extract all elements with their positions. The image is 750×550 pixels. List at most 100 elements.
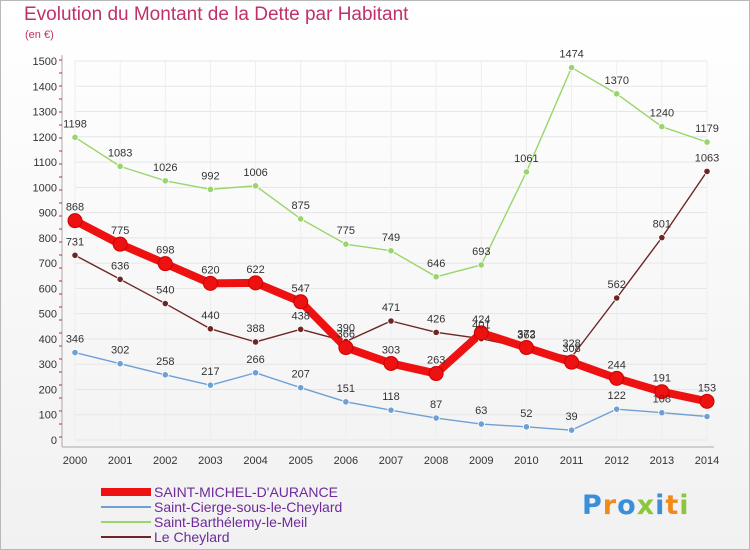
data-label: 992	[201, 170, 219, 182]
data-point	[432, 328, 440, 336]
data-label: 363	[517, 329, 535, 341]
y-tick-label: 100	[39, 410, 57, 422]
data-label: 366	[337, 329, 355, 341]
x-tick-label: 2009	[469, 455, 493, 467]
data-label: 1061	[514, 153, 538, 165]
data-point	[342, 240, 350, 248]
data-label: 118	[382, 391, 400, 403]
data-label: 1474	[559, 49, 583, 61]
x-tick-label: 2008	[424, 455, 448, 467]
data-label: 440	[201, 310, 219, 322]
data-label: 636	[111, 260, 129, 272]
data-point	[202, 275, 218, 291]
data-label: 302	[111, 345, 129, 357]
data-point	[613, 405, 621, 413]
data-label: 401	[472, 320, 490, 332]
data-point	[297, 325, 305, 333]
data-label: 87	[430, 399, 442, 411]
data-label: 191	[653, 373, 671, 385]
data-point	[477, 420, 485, 428]
data-point	[609, 370, 625, 386]
data-label: 875	[292, 200, 310, 212]
data-point	[383, 355, 399, 371]
data-label: 217	[201, 366, 219, 378]
data-label: 1179	[695, 123, 719, 135]
data-label: 151	[337, 383, 355, 395]
logo-letter: i	[679, 490, 690, 521]
x-tick-label: 2002	[153, 455, 177, 467]
data-label: 1198	[63, 118, 87, 130]
data-point	[161, 299, 169, 308]
legend-label: Saint-Cierge-sous-le-Cheylard	[154, 499, 342, 515]
data-point	[71, 133, 79, 141]
data-label: 122	[608, 390, 626, 402]
legend-label: Saint-Barthélemy-le-Meil	[154, 514, 307, 530]
data-label: 426	[427, 313, 445, 325]
legend-label: SAINT-MICHEL-D'AURANCE	[154, 484, 338, 500]
x-tick-label: 2011	[560, 455, 584, 467]
chart-title: Evolution du Montant de la Dette par Hab…	[24, 4, 409, 25]
data-label: 372	[517, 329, 535, 341]
data-label: 1083	[108, 147, 132, 159]
data-label: 562	[608, 279, 626, 291]
data-point	[699, 393, 715, 409]
data-point	[658, 234, 666, 242]
data-label: 308	[562, 343, 580, 355]
data-point	[564, 354, 580, 370]
x-tick-label: 2003	[198, 455, 222, 467]
y-tick-label: 1300	[33, 107, 57, 119]
data-label: 346	[66, 334, 84, 346]
y-tick-label: 600	[39, 283, 57, 295]
data-point	[116, 275, 124, 283]
data-point	[522, 423, 531, 431]
y-tick-label: 300	[39, 359, 57, 371]
data-label: 258	[156, 356, 174, 368]
data-point	[206, 381, 215, 389]
logo-letter: P	[582, 490, 603, 521]
data-label: 390	[337, 322, 355, 334]
logo-letter: i	[655, 490, 666, 521]
data-label: 63	[475, 405, 487, 417]
data-label: 207	[292, 369, 310, 381]
data-label: 438	[292, 310, 310, 322]
data-point	[654, 384, 670, 400]
data-label: 244	[608, 359, 626, 371]
data-label: 1063	[695, 152, 719, 164]
data-point	[567, 63, 576, 72]
logo-letter: r	[602, 490, 618, 521]
data-point	[206, 325, 215, 333]
data-point	[251, 369, 260, 377]
data-point	[658, 123, 666, 131]
x-tick-label: 2007	[379, 455, 403, 467]
tick-labels: 0 100 200 300 400 500 600 700 800 900 1000 1100 1200…	[33, 56, 720, 467]
data-label: 646	[427, 258, 445, 270]
y-tick-label: 1100	[33, 157, 57, 169]
y-tick-label: 1500	[33, 56, 57, 68]
data-point	[703, 138, 711, 146]
data-point	[297, 384, 305, 392]
data-point	[112, 236, 128, 252]
x-tick-label: 2014	[695, 455, 719, 467]
data-label: 775	[111, 225, 129, 237]
data-label: 749	[382, 232, 400, 244]
data-point	[116, 162, 124, 170]
data-label: 424	[472, 314, 490, 326]
axes	[59, 55, 714, 448]
y-tick-label: 1200	[33, 132, 57, 144]
y-tick-label: 800	[39, 233, 57, 245]
y-tick-label: 500	[39, 309, 57, 321]
data-point	[432, 273, 440, 281]
data-label: 303	[382, 344, 400, 356]
y-tick-label: 0	[51, 435, 57, 447]
data-label: 540	[156, 285, 174, 297]
data-point	[522, 168, 531, 176]
x-tick-label: 2013	[650, 455, 674, 467]
data-points	[67, 63, 715, 434]
data-label: 266	[246, 354, 264, 366]
data-label: 388	[246, 323, 264, 335]
data-point	[473, 325, 489, 341]
data-point	[658, 409, 666, 417]
data-point	[71, 251, 79, 259]
data-label: 52	[520, 408, 532, 420]
